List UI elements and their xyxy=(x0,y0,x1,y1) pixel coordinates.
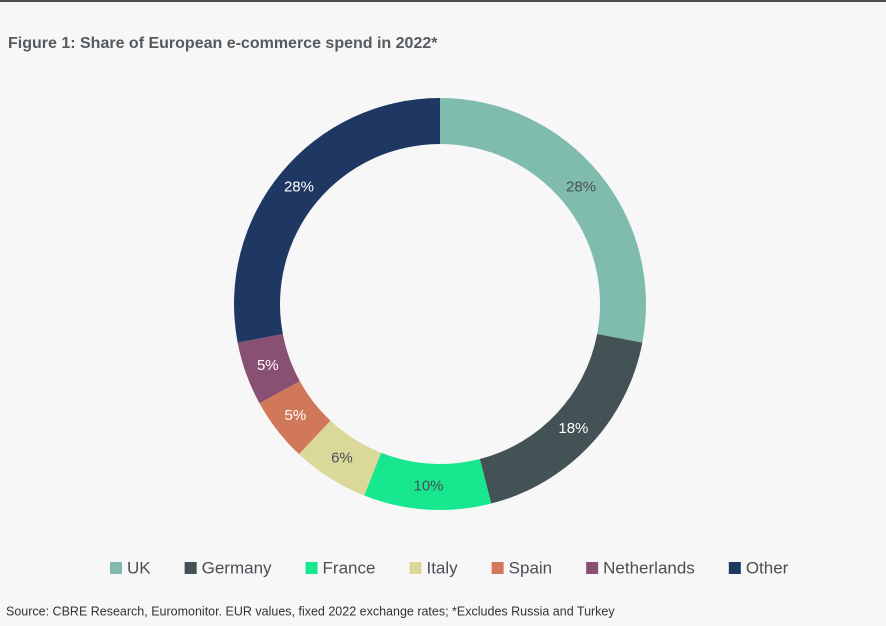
legend-label: Germany xyxy=(202,558,272,577)
data-label: 5% xyxy=(285,407,307,424)
donut-slice xyxy=(259,381,331,455)
legend-label: UK xyxy=(127,558,151,577)
donut-slice xyxy=(479,333,643,504)
data-label: 5% xyxy=(257,357,279,374)
donut-slice xyxy=(298,420,382,496)
donut-slice xyxy=(364,452,492,510)
legend-label: Spain xyxy=(509,558,552,577)
chart-title: Figure 1: Share of European e-commerce s… xyxy=(8,35,438,52)
data-label: 28% xyxy=(566,178,596,195)
donut-slice xyxy=(440,98,646,343)
data-label: 6% xyxy=(331,449,353,466)
donut-slice xyxy=(237,333,300,404)
legend-swatch xyxy=(110,562,122,574)
legend-swatch xyxy=(305,562,318,574)
legend-label: Italy xyxy=(426,558,458,577)
source-note: Source: CBRE Research, Euromonitor. EUR … xyxy=(6,604,615,618)
legend-swatch xyxy=(409,562,422,574)
donut-slice xyxy=(233,98,440,343)
legend-swatch xyxy=(491,562,504,574)
data-label: 10% xyxy=(413,478,443,495)
legend-label: Other xyxy=(746,558,789,577)
legend-swatch xyxy=(586,562,599,574)
legend-swatch xyxy=(728,562,741,574)
legend-swatch xyxy=(184,562,197,574)
data-label: 18% xyxy=(558,420,588,437)
data-label: 28% xyxy=(284,178,314,195)
legend-label: Netherlands xyxy=(603,558,695,577)
legend-label: France xyxy=(323,558,376,577)
